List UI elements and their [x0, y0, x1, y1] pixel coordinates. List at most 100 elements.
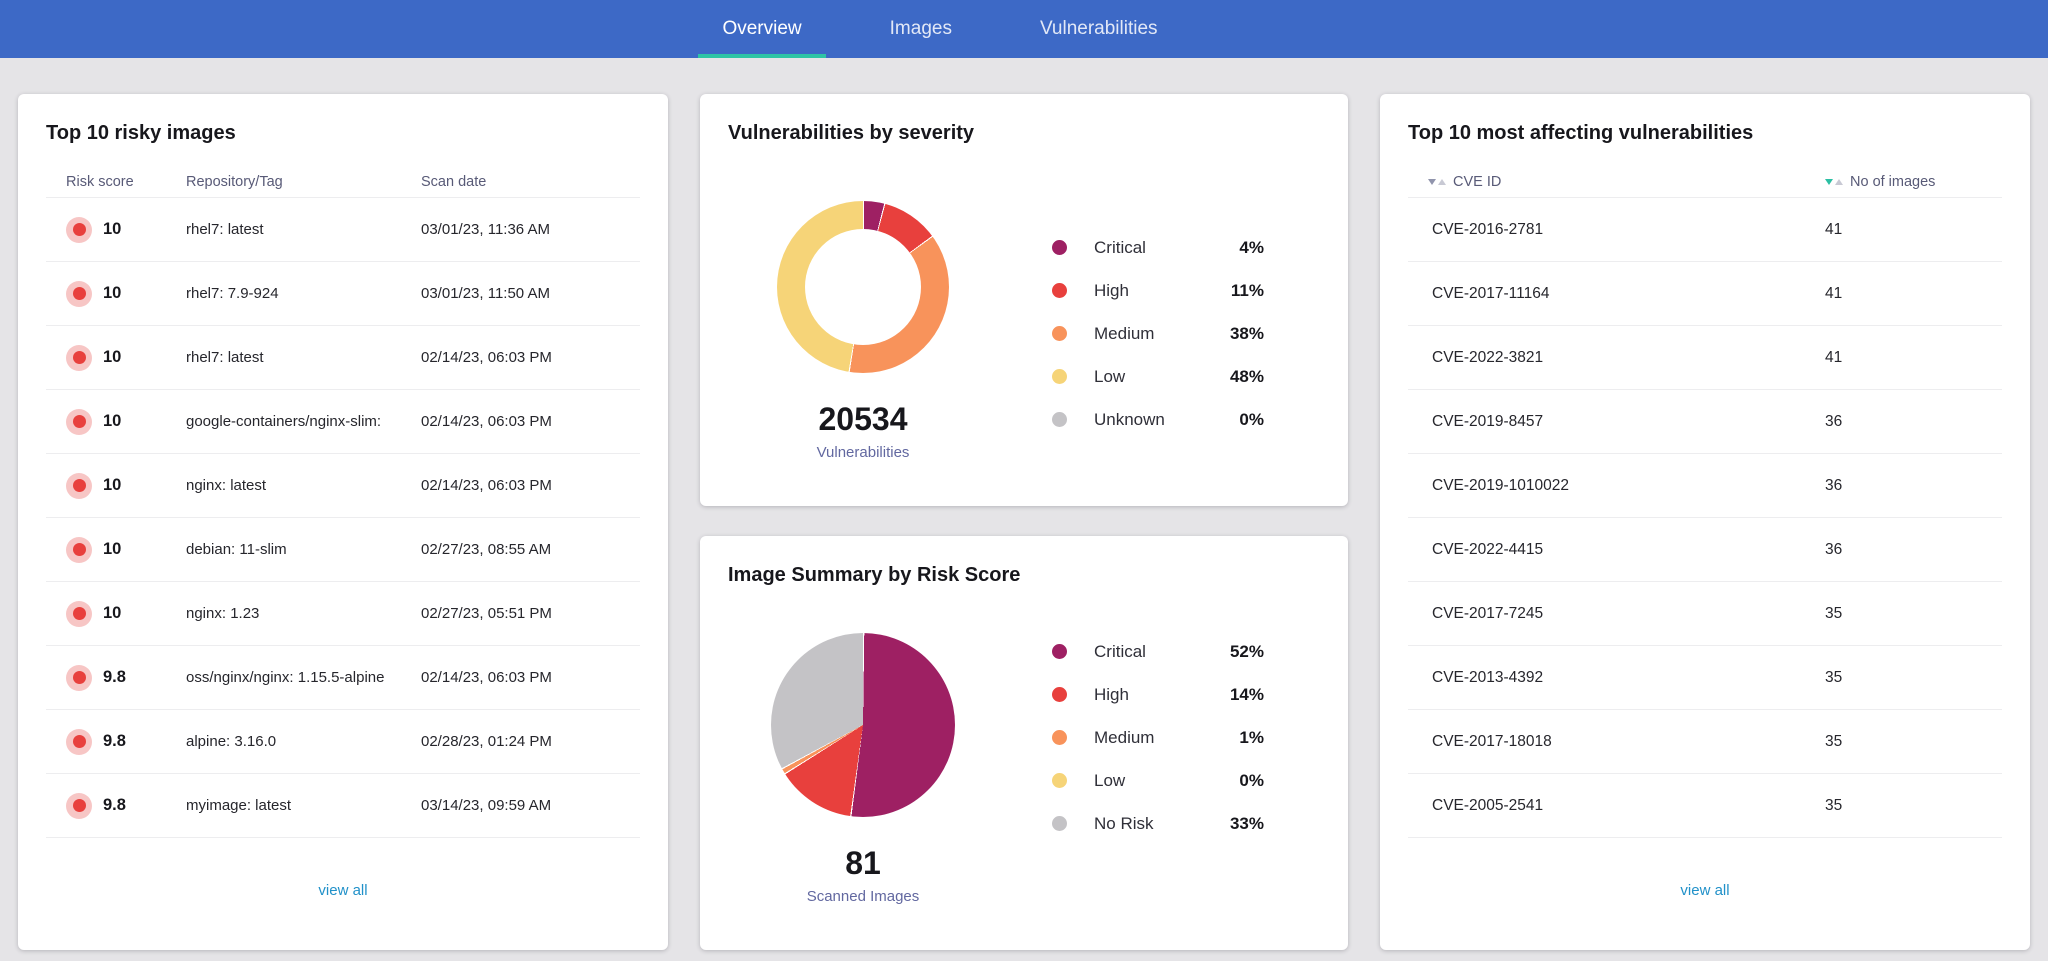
- legend-color-dot: [1052, 644, 1067, 659]
- repository-tag: rhel7: latest: [186, 349, 264, 366]
- legend-percent: 52%: [1229, 641, 1264, 661]
- scanned-images-total-label: Scanned Images: [806, 888, 920, 905]
- table-row[interactable]: 9.8 myimage: latest 03/14/23, 09:59 AM: [46, 773, 640, 837]
- legend-color-dot: [1052, 240, 1067, 255]
- repository-tag: debian: 11-slim: [186, 541, 287, 558]
- panel-top-vulnerabilities: Top 10 most affecting vulnerabilities CV…: [1380, 94, 2030, 950]
- risk-score: 9.8: [103, 732, 126, 750]
- risk-score: 10: [103, 476, 122, 494]
- cve-id: CVE-2022-3821: [1432, 348, 1544, 366]
- table-row[interactable]: 10 rhel7: latest 02/14/23, 06:03 PM: [46, 325, 640, 389]
- table-row[interactable]: CVE-2016-2781 41: [1408, 197, 2002, 261]
- risky-images-table: Risk score Repository/Tag Scan date 10 r…: [46, 167, 640, 838]
- repository-tag: nginx: 1.23: [186, 605, 260, 622]
- table-row[interactable]: CVE-2013-4392 35: [1408, 645, 2002, 709]
- table-row[interactable]: 9.8 oss/nginx/nginx: 1.15.5-alpine 02/14…: [46, 645, 640, 709]
- risk-score-dot-icon: [66, 344, 92, 371]
- table-header: Risk score Repository/Tag Scan date: [46, 167, 640, 197]
- cve-id: CVE-2016-2781: [1432, 220, 1544, 238]
- image-count: 41: [1825, 348, 1843, 366]
- table-row[interactable]: 10 nginx: latest 02/14/23, 06:03 PM: [46, 453, 640, 517]
- legend-color-dot: [1052, 773, 1067, 788]
- top-vulnerabilities-table: CVE ID No of images CVE-2016-2781 41 CVE…: [1408, 167, 2002, 838]
- risk-score: 10: [103, 540, 122, 558]
- table-row[interactable]: CVE-2017-11164 41: [1408, 261, 2002, 325]
- legend-item: Low 48%: [1052, 366, 1264, 387]
- view-all-vulnerabilities-link[interactable]: view all: [1680, 882, 1730, 899]
- table-row[interactable]: CVE-2019-1010022 36: [1408, 453, 2002, 517]
- risk-score-dot-icon: [66, 216, 92, 243]
- legend-item: Critical 52%: [1052, 641, 1264, 662]
- table-row[interactable]: 10 debian: 11-slim 02/27/23, 08:55 AM: [46, 517, 640, 581]
- cve-id: CVE-2005-2541: [1432, 796, 1544, 814]
- repository-tag: nginx: latest: [186, 477, 267, 494]
- image-count: 41: [1825, 220, 1843, 238]
- risk-score-dot-icon: [66, 472, 92, 499]
- table-row[interactable]: CVE-2022-4415 36: [1408, 517, 2002, 581]
- legend-percent: 0%: [1239, 409, 1264, 429]
- cve-id: CVE-2017-11164: [1432, 284, 1550, 302]
- column-header-repository-tag[interactable]: Repository/Tag: [186, 174, 283, 190]
- legend-label: No Risk: [1094, 813, 1154, 833]
- legend-color-dot: [1052, 369, 1067, 384]
- repository-tag: rhel7: latest: [186, 221, 264, 238]
- scanned-images-total: 81: [845, 845, 881, 881]
- table-row[interactable]: 10 rhel7: 7.9-924 03/01/23, 11:50 AM: [46, 261, 640, 325]
- legend-item: Low 0%: [1052, 770, 1264, 791]
- legend-item: High 11%: [1052, 280, 1264, 301]
- table-row[interactable]: CVE-2017-7245 35: [1408, 581, 2002, 645]
- repository-tag: google-containers/nginx-slim:: [186, 413, 382, 430]
- cve-id: CVE-2017-18018: [1432, 732, 1552, 750]
- table-row[interactable]: 9.8 alpine: 3.16.0 02/28/23, 01:24 PM: [46, 709, 640, 773]
- cve-id: CVE-2022-4415: [1432, 540, 1544, 558]
- risk-score-dot-icon: [66, 664, 92, 691]
- nav-tabs: Overview Images Vulnerabilities: [698, 0, 1181, 58]
- legend-item: No Risk 33%: [1052, 813, 1264, 834]
- dashboard-content: Top 10 risky images Risk score Repositor…: [0, 58, 2048, 950]
- image-count: 41: [1825, 284, 1843, 302]
- risk-score: 9.8: [103, 668, 126, 686]
- vulnerabilities-total-label: Vulnerabilities: [816, 444, 910, 461]
- column-header-risk-score[interactable]: Risk score: [66, 174, 134, 190]
- cve-id: CVE-2019-1010022: [1432, 476, 1570, 494]
- column-header-scan-date[interactable]: Scan date: [421, 174, 487, 190]
- legend-color-dot: [1052, 816, 1067, 831]
- sort-icon[interactable]: [1428, 179, 1446, 185]
- image-count: 35: [1825, 668, 1843, 686]
- column-header-no-of-images[interactable]: No of images: [1825, 174, 2002, 190]
- scan-date: 02/14/23, 06:03 PM: [421, 413, 552, 430]
- panel-image-summary-by-risk-score: Image Summary by Risk Score 81 Scanned I…: [700, 536, 1348, 950]
- view-all-risky-images-link[interactable]: view all: [318, 882, 368, 899]
- table-row[interactable]: CVE-2017-18018 35: [1408, 709, 2002, 773]
- legend-label: High: [1094, 684, 1129, 704]
- tab-vulnerabilities[interactable]: Vulnerabilities: [1039, 18, 1158, 39]
- tab-images[interactable]: Images: [889, 18, 952, 39]
- risk-score-legend: Critical 52% High 14% Medium 1%: [1052, 641, 1264, 905]
- severity-donut-chart: [777, 201, 949, 373]
- legend-label: Unknown: [1094, 409, 1165, 429]
- middle-column: Vulnerabilities by severity 20534 Vulner…: [700, 94, 1348, 950]
- table-row[interactable]: 10 google-containers/nginx-slim: 02/14/2…: [46, 389, 640, 453]
- table-row[interactable]: CVE-2022-3821 41: [1408, 325, 2002, 389]
- legend-item: Critical 4%: [1052, 237, 1264, 258]
- legend-percent: 11%: [1230, 280, 1264, 300]
- risk-score: 10: [103, 348, 122, 366]
- risk-score: 10: [103, 604, 122, 622]
- risk-score-dot-icon: [66, 408, 92, 435]
- legend-label: Critical: [1094, 641, 1146, 661]
- panel-title: Top 10 risky images: [46, 122, 236, 144]
- table-row[interactable]: CVE-2005-2541 35: [1408, 773, 2002, 837]
- table-row[interactable]: CVE-2019-8457 36: [1408, 389, 2002, 453]
- tab-overview[interactable]: Overview: [698, 0, 826, 58]
- sort-icon-active[interactable]: [1825, 179, 1843, 185]
- column-header-cve-id[interactable]: CVE ID: [1408, 174, 1825, 190]
- legend-item: Medium 1%: [1052, 727, 1264, 748]
- legend-percent: 4%: [1239, 237, 1264, 257]
- legend-item: High 14%: [1052, 684, 1264, 705]
- image-count: 35: [1825, 604, 1843, 622]
- cve-id: CVE-2019-8457: [1432, 412, 1544, 430]
- legend-label: Medium: [1094, 727, 1155, 747]
- table-row[interactable]: 10 rhel7: latest 03/01/23, 11:36 AM: [46, 197, 640, 261]
- table-row[interactable]: 10 nginx: 1.23 02/27/23, 05:51 PM: [46, 581, 640, 645]
- legend-item: Unknown 0%: [1052, 409, 1264, 430]
